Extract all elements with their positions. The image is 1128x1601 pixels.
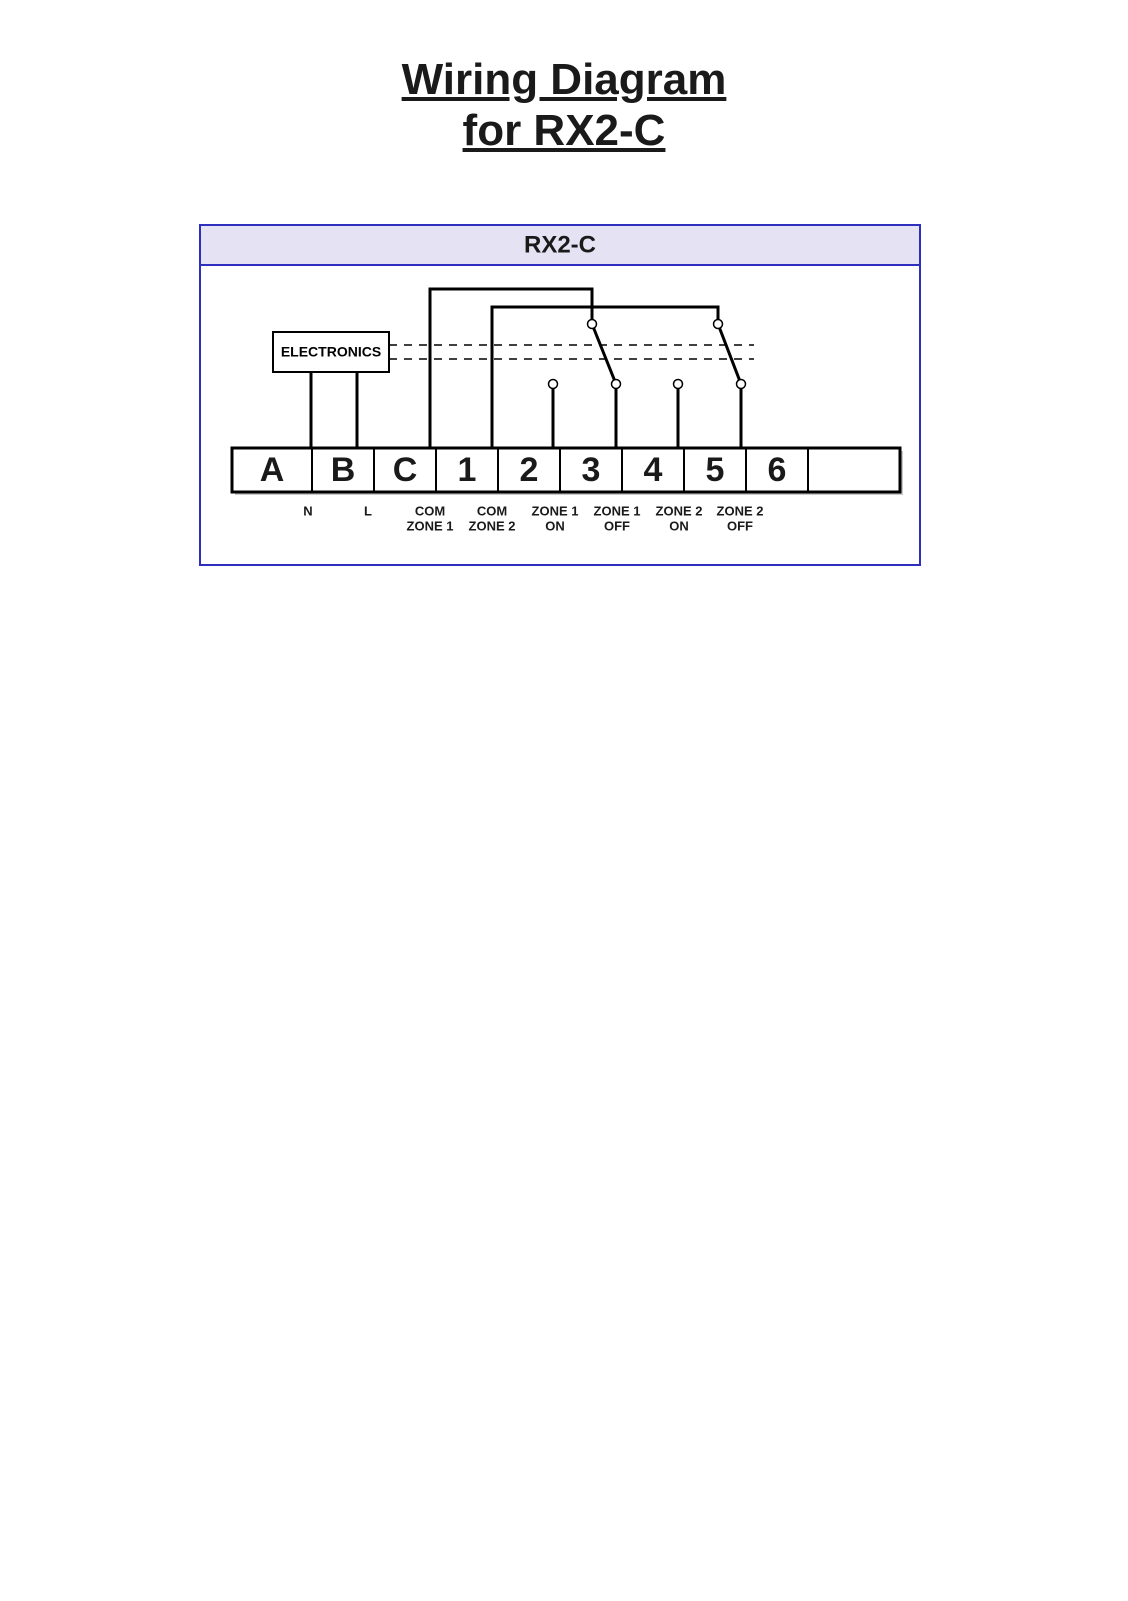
switch-node <box>612 380 621 389</box>
terminal-A: A <box>260 451 285 489</box>
terminal-sublabel: ZONE 1 <box>594 503 641 518</box>
terminal-6: 6 <box>768 451 787 489</box>
terminal-sublabel: ZONE 2 <box>656 503 703 518</box>
terminal-sublabel: ZONE 1 <box>407 518 454 533</box>
diagram-header-label: RX2-C <box>524 231 596 258</box>
page: Wiring Diagram for RX2-C RX2-CELECTRONIC… <box>0 0 1128 1601</box>
electronics-label: ELECTRONICS <box>281 344 381 360</box>
switch-node <box>714 320 723 329</box>
terminal-sublabel: ZONE 2 <box>469 518 516 533</box>
terminal-sublabel: ON <box>669 518 689 533</box>
terminal-sublabel: ZONE 1 <box>532 503 579 518</box>
switch-node <box>674 380 683 389</box>
wiring-diagram: RX2-CELECTRONICSABC123456NLCOMZONE 1COMZ… <box>0 0 1128 1601</box>
terminal-sublabel: OFF <box>604 518 630 533</box>
switch-node <box>549 380 558 389</box>
terminal-sublabel: OFF <box>727 518 753 533</box>
terminal-sublabel: N <box>303 503 312 518</box>
switch-node <box>588 320 597 329</box>
terminal-sublabel: COM <box>477 503 507 518</box>
terminal-sublabel: ON <box>545 518 565 533</box>
terminal-C: C <box>393 451 418 489</box>
terminal-sublabel: COM <box>415 503 445 518</box>
terminal-3: 3 <box>582 451 601 489</box>
terminal-4: 4 <box>644 451 663 489</box>
terminal-1: 1 <box>458 451 477 489</box>
terminal-2: 2 <box>520 451 539 489</box>
terminal-sublabel: L <box>364 503 372 518</box>
switch-node <box>737 380 746 389</box>
terminal-B: B <box>331 451 356 489</box>
terminal-sublabel: ZONE 2 <box>717 503 764 518</box>
terminal-5: 5 <box>706 451 725 489</box>
